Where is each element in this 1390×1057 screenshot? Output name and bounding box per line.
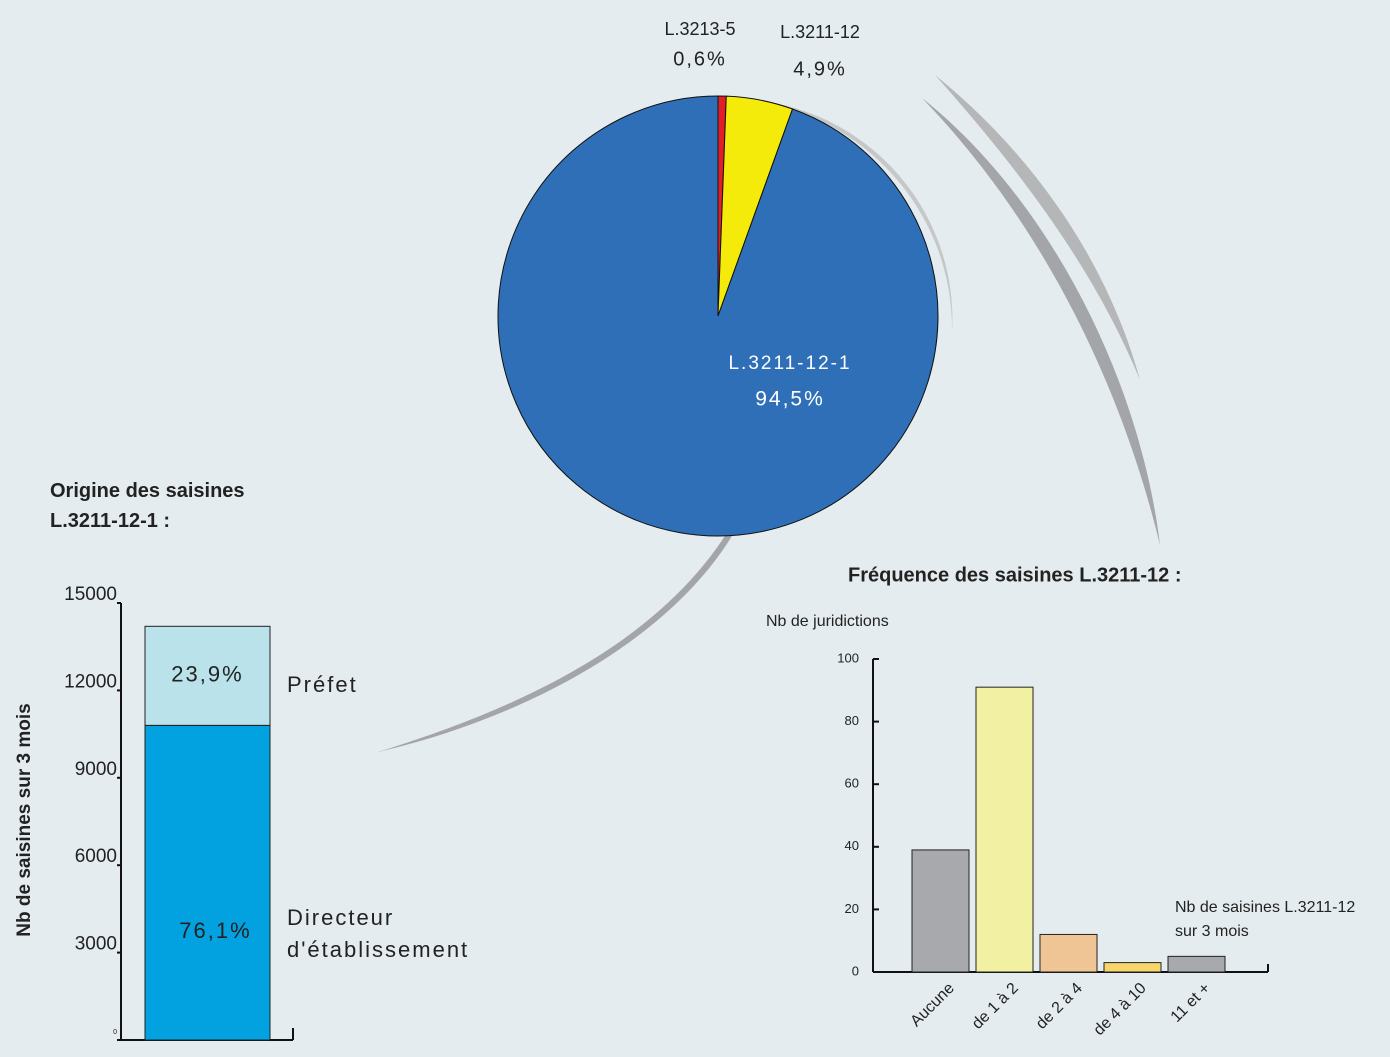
x-tick-label: 11 et +	[1168, 980, 1214, 1026]
bar-segment	[144, 625, 271, 726]
bar	[911, 849, 970, 973]
y-tick-label: 0	[852, 963, 859, 978]
y-tick-label: 0	[113, 1029, 117, 1036]
series-label: Préfet	[287, 672, 358, 697]
y-axis-label: Nb de juridictions	[766, 613, 889, 630]
y-tick-label: 6000	[75, 846, 117, 867]
slice-value: 94,5%	[755, 388, 825, 411]
slice-name: L.3211-12-1	[728, 353, 851, 374]
chart-title: Fréquence des saisines L.3211-12 :	[848, 564, 1182, 586]
x-tick-label: de 1 à 2	[969, 980, 1022, 1033]
bar	[1103, 962, 1162, 973]
y-tick-label: 12000	[64, 671, 117, 692]
bar	[1039, 933, 1098, 973]
slice-value: 0,6%	[673, 48, 727, 70]
y-tick-label: 15000	[64, 584, 117, 605]
y-tick-label: 3000	[75, 934, 117, 955]
y-tick-label: 9000	[75, 759, 117, 780]
value-label: 23,9%	[171, 662, 243, 687]
x-tick-label: Aucune	[907, 980, 957, 1030]
slice-name: L.3211-12	[780, 22, 860, 42]
slice-value: 4,9%	[793, 58, 847, 80]
pie-slice	[497, 95, 939, 537]
bar	[975, 686, 1034, 973]
series-label: Directeur d'établissement	[287, 905, 470, 962]
bar	[1167, 955, 1226, 973]
y-tick-label: 100	[837, 650, 859, 665]
slice-name: L.3213-5	[664, 19, 735, 39]
y-tick-label: 60	[845, 776, 859, 791]
y-axis-label: Nb de saisines sur 3 mois	[14, 703, 35, 936]
x-tick-label: de 2 à 4	[1033, 980, 1086, 1033]
y-tick-label: 40	[845, 838, 859, 853]
stack-title: Origine des saisines L.3211-12-1 :	[50, 480, 245, 532]
y-tick-label: 20	[845, 901, 859, 916]
value-label: 76,1%	[179, 918, 251, 943]
y-tick-label: 80	[845, 713, 859, 728]
bar-segment	[144, 724, 271, 1041]
x-tick-label: de 4 à 10	[1091, 980, 1150, 1039]
x-axis-label: Nb de saisines L.3211-12 sur 3 mois	[1175, 899, 1356, 940]
